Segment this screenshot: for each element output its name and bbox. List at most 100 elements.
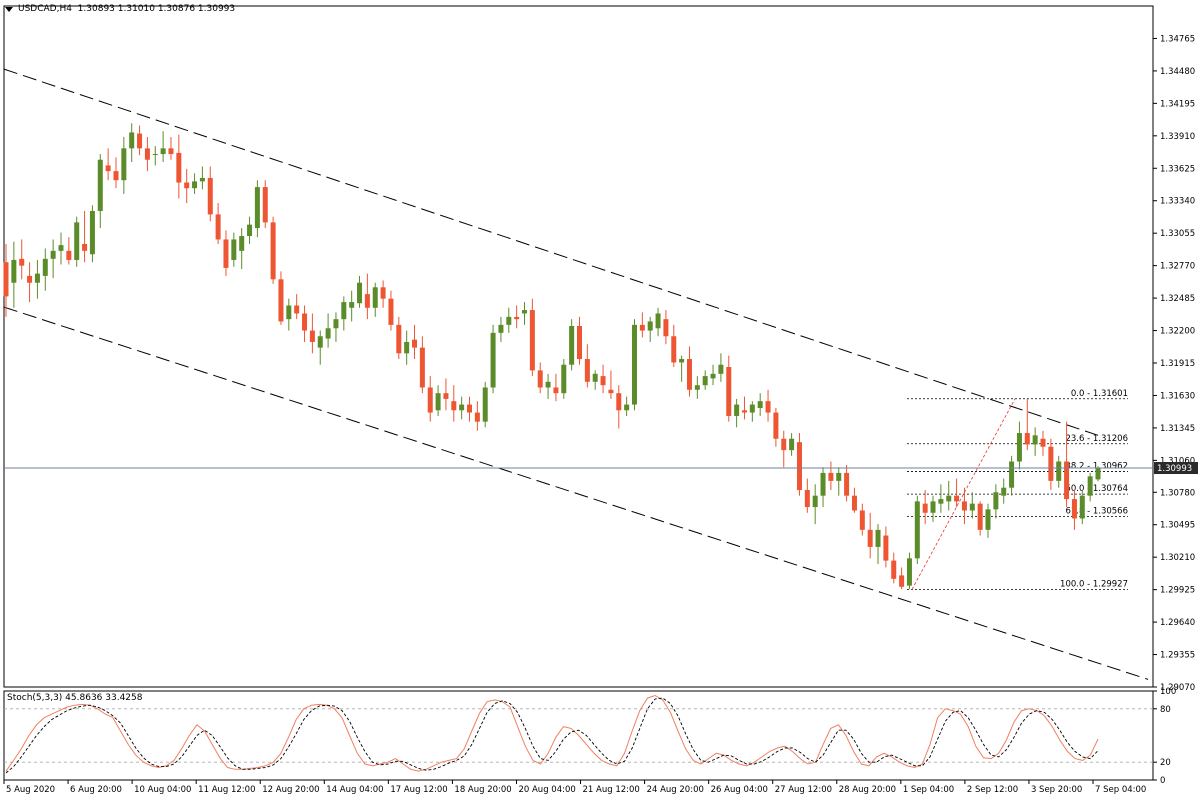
- candle: [561, 359, 567, 399]
- candle: [946, 480, 952, 511]
- candle: [247, 216, 253, 245]
- candle-body: [1087, 476, 1093, 496]
- fib-level-label: 0.0 - 1.31601: [1071, 389, 1128, 399]
- candle: [137, 125, 143, 156]
- candle-body: [553, 387, 559, 394]
- stoch-tick-label: 0: [1160, 776, 1165, 786]
- price-tick-label: 1.31060: [1160, 456, 1195, 466]
- candle-body: [223, 239, 229, 268]
- candle: [42, 248, 48, 291]
- candle: [545, 373, 551, 399]
- candle: [192, 173, 198, 194]
- price-tick-label: 1.31630: [1160, 391, 1195, 401]
- candle-body: [372, 287, 378, 308]
- candle: [600, 364, 606, 394]
- candle-body: [844, 472, 850, 496]
- candle: [254, 180, 260, 238]
- candle-body: [19, 258, 25, 266]
- last-price-line: 1.30993: [4, 462, 1198, 475]
- candle: [537, 362, 543, 394]
- price-tick-label: 1.30210: [1160, 553, 1195, 563]
- candle: [875, 524, 881, 565]
- candle-body: [741, 410, 747, 413]
- candle: [199, 166, 205, 190]
- candle-body: [906, 558, 912, 586]
- candle-body: [828, 472, 834, 481]
- candle-body: [647, 321, 653, 331]
- candle: [176, 134, 182, 199]
- candle-body: [1032, 435, 1038, 445]
- collapse-triangle-icon[interactable]: [5, 7, 13, 12]
- candle-body: [129, 132, 135, 149]
- candle-body: [1079, 495, 1085, 519]
- stoch-tick-label: 80: [1160, 705, 1171, 715]
- candle: [474, 401, 480, 431]
- candle-body: [364, 294, 370, 308]
- candle: [686, 346, 692, 397]
- candle: [710, 364, 716, 386]
- candle: [631, 319, 637, 411]
- candle: [836, 467, 842, 496]
- candle: [569, 319, 575, 371]
- candle-body: [1001, 487, 1007, 496]
- price-tick-label: 1.29070: [1160, 683, 1195, 693]
- candle: [451, 385, 457, 422]
- candle-body: [663, 319, 669, 337]
- candle-body: [325, 328, 331, 339]
- candle-body: [734, 404, 740, 416]
- candle: [1095, 466, 1101, 482]
- candle-body: [529, 310, 535, 371]
- candle: [380, 280, 386, 308]
- candle: [58, 232, 64, 265]
- stoch-main-line: [5, 694, 1099, 772]
- time-tick-label: 20 Aug 04:00: [518, 785, 575, 795]
- candle-body: [254, 187, 260, 229]
- fib-level-label: 50.0 - 1.30764: [1065, 484, 1128, 494]
- candle-body: [592, 373, 598, 382]
- candle-body: [765, 401, 771, 413]
- time-tick-label: 12 Aug 20:00: [262, 785, 319, 795]
- candle-body: [239, 236, 245, 251]
- candle: [954, 478, 960, 508]
- candle-body: [883, 535, 889, 561]
- candle: [773, 407, 779, 447]
- candle-body: [773, 412, 779, 439]
- candle-body: [427, 387, 433, 413]
- candle: [828, 461, 834, 490]
- fib-level-label: 23.6 - 1.31206: [1065, 434, 1128, 444]
- candle-body: [922, 503, 928, 513]
- candle: [50, 239, 56, 279]
- price-tick-label: 1.33910: [1160, 132, 1195, 142]
- candle-body: [207, 177, 213, 215]
- candle-body: [930, 501, 936, 513]
- candle-body: [490, 332, 496, 388]
- stoch-label: Stoch(5,3,3) 45.8636 33.4258: [7, 693, 143, 703]
- fibonacci-retracement: 0.0 - 1.31601 23.6 - 1.31206 38.2 - 1.3096…: [907, 389, 1128, 590]
- candle-body: [820, 472, 826, 496]
- candle-body: [710, 373, 716, 379]
- candle: [985, 503, 991, 538]
- candle: [702, 370, 708, 390]
- candle-body: [851, 495, 857, 511]
- candle: [914, 495, 920, 565]
- fib-trend-line: [911, 398, 1016, 590]
- candle: [749, 401, 755, 422]
- price-tick-label: 1.30780: [1160, 488, 1195, 498]
- candle: [1016, 421, 1022, 470]
- candle-body: [451, 401, 457, 411]
- candle: [734, 398, 740, 428]
- candle: [121, 136, 127, 194]
- candle: [74, 216, 80, 267]
- candle-body: [317, 336, 323, 348]
- candle: [789, 433, 795, 456]
- fib-level-label: 61.8 - 1.30566: [1065, 507, 1128, 517]
- candle-body: [702, 376, 708, 386]
- candle: [372, 282, 378, 317]
- candle-body: [836, 472, 842, 481]
- chart-frame: [3, 5, 1154, 781]
- candle: [490, 324, 496, 394]
- candle: [262, 180, 268, 229]
- candle: [1001, 478, 1007, 504]
- candle-body: [1071, 499, 1077, 519]
- candle: [443, 378, 449, 411]
